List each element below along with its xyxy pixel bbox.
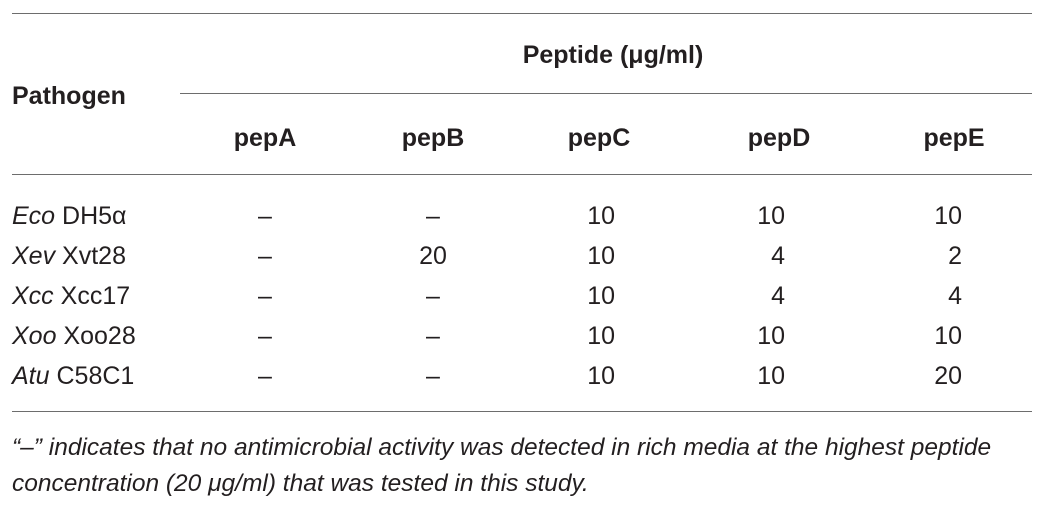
table-cell-pepd: 4 bbox=[771, 242, 785, 270]
table-row-pathogen: Xev Xvt28 bbox=[12, 244, 126, 269]
table-cell-pepe: 4 bbox=[948, 282, 962, 310]
column-header-pepb: pepB bbox=[401, 124, 465, 152]
table-cell-pepc: 10 bbox=[587, 322, 615, 350]
table-cell-pepc: 10 bbox=[587, 362, 615, 390]
table-cell-pepc: 10 bbox=[587, 202, 615, 230]
table-cell-pepd: 10 bbox=[757, 362, 785, 390]
column-header-pathogen: Pathogen bbox=[12, 82, 126, 110]
table-cell-pepa: – bbox=[258, 282, 272, 310]
table-cell-pepb: 20 bbox=[419, 242, 447, 270]
table-cell-pepa: – bbox=[258, 362, 272, 390]
table-cell-pepe: 2 bbox=[948, 242, 962, 270]
table-cell-pepd: 10 bbox=[757, 322, 785, 350]
table-cell-pepc: 10 bbox=[587, 282, 615, 310]
table-cell-pepd: 4 bbox=[771, 282, 785, 310]
pathogen-abbr: Atu bbox=[12, 362, 50, 390]
group-header-rule bbox=[180, 93, 1032, 94]
body-bottom-rule bbox=[12, 411, 1032, 412]
table-row-pathogen: Atu C58C1 bbox=[12, 364, 134, 389]
table-row-pathogen: Xoo Xoo28 bbox=[12, 324, 136, 349]
table-cell-pepa: – bbox=[258, 202, 272, 230]
pathogen-abbr: Xev bbox=[12, 242, 56, 270]
table-cell-pepb: – bbox=[426, 362, 440, 390]
table-cell-pepb: – bbox=[426, 322, 440, 350]
table-cell-pepa: – bbox=[258, 242, 272, 270]
table-row-pathogen: Eco DH5α bbox=[12, 204, 127, 229]
pathogen-strain: C58C1 bbox=[56, 362, 135, 390]
table-cell-pepe: 10 bbox=[934, 202, 962, 230]
pathogen-strain: Xoo28 bbox=[63, 322, 136, 350]
table-cell-pepa: – bbox=[258, 322, 272, 350]
pathogen-strain: Xvt28 bbox=[62, 242, 126, 270]
pathogen-abbr: Xcc bbox=[12, 282, 54, 310]
table-cell-pepd: 10 bbox=[757, 202, 785, 230]
column-header-pepa: pepA bbox=[233, 124, 297, 152]
pathogen-abbr: Eco bbox=[12, 202, 56, 230]
pathogen-strain: DH5α bbox=[62, 202, 127, 230]
column-header-pepd: pepD bbox=[747, 124, 811, 152]
pathogen-abbr: Xoo bbox=[12, 322, 57, 350]
pathogen-strain: Xcc17 bbox=[60, 282, 131, 310]
column-header-pepc: pepC bbox=[567, 124, 631, 152]
header-bottom-rule bbox=[12, 174, 1032, 175]
table-row-pathogen: Xcc Xcc17 bbox=[12, 284, 130, 309]
table-footnote: “–” indicates that no antimicrobial acti… bbox=[12, 434, 992, 497]
top-rule bbox=[12, 13, 1032, 14]
table-cell-pepe: 10 bbox=[934, 322, 962, 350]
table-cell-pepe: 20 bbox=[934, 362, 962, 390]
table-cell-pepc: 10 bbox=[587, 242, 615, 270]
column-header-pepe: pepE bbox=[923, 124, 985, 152]
column-group-header-peptide: Peptide (μg/ml) bbox=[522, 41, 704, 69]
table-cell-pepb: – bbox=[426, 282, 440, 310]
table-cell-pepb: – bbox=[426, 202, 440, 230]
